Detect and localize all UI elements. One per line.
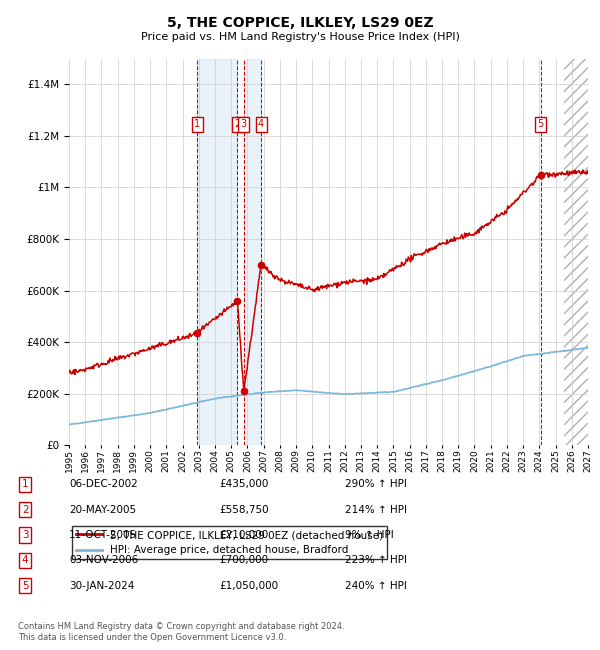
Text: 3: 3 <box>241 119 247 129</box>
Text: 5: 5 <box>538 119 544 129</box>
Text: 5, THE COPPICE, ILKLEY, LS29 0EZ: 5, THE COPPICE, ILKLEY, LS29 0EZ <box>167 16 433 31</box>
Text: 20-MAY-2005: 20-MAY-2005 <box>69 504 136 515</box>
Text: £1,050,000: £1,050,000 <box>219 580 278 591</box>
Text: 4: 4 <box>258 119 264 129</box>
Text: 223% ↑ HPI: 223% ↑ HPI <box>345 555 407 566</box>
Text: £700,000: £700,000 <box>219 555 268 566</box>
Text: 2: 2 <box>22 504 29 515</box>
Text: Contains HM Land Registry data © Crown copyright and database right 2024.
This d: Contains HM Land Registry data © Crown c… <box>18 622 344 642</box>
Text: 06-DEC-2002: 06-DEC-2002 <box>69 479 138 489</box>
Text: 214% ↑ HPI: 214% ↑ HPI <box>345 504 407 515</box>
Legend: 5, THE COPPICE, ILKLEY, LS29 0EZ (detached house), HPI: Average price, detached : 5, THE COPPICE, ILKLEY, LS29 0EZ (detach… <box>71 526 388 560</box>
Text: 03-NOV-2006: 03-NOV-2006 <box>69 555 138 566</box>
Bar <box>563 58 588 445</box>
Text: £210,000: £210,000 <box>219 530 268 540</box>
Text: 290% ↑ HPI: 290% ↑ HPI <box>345 479 407 489</box>
Text: Price paid vs. HM Land Registry's House Price Index (HPI): Price paid vs. HM Land Registry's House … <box>140 32 460 42</box>
Text: 4: 4 <box>22 555 29 566</box>
Text: 3: 3 <box>22 530 29 540</box>
Text: 11-OCT-2005: 11-OCT-2005 <box>69 530 137 540</box>
Bar <box>244 58 261 445</box>
Text: 1: 1 <box>194 119 200 129</box>
Text: 9% ↑ HPI: 9% ↑ HPI <box>345 530 394 540</box>
Text: 240% ↑ HPI: 240% ↑ HPI <box>345 580 407 591</box>
Text: £558,750: £558,750 <box>219 504 269 515</box>
Text: 2: 2 <box>234 119 241 129</box>
Text: 30-JAN-2024: 30-JAN-2024 <box>69 580 134 591</box>
Text: 5: 5 <box>22 580 29 591</box>
Bar <box>197 58 238 445</box>
Text: 1: 1 <box>22 479 29 489</box>
Text: £435,000: £435,000 <box>219 479 268 489</box>
